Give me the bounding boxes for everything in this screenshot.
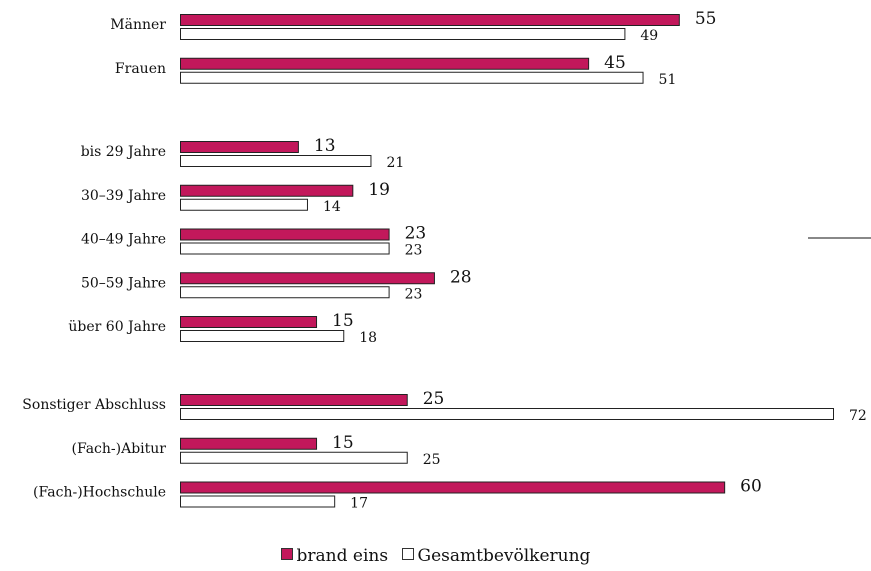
- value-label-gesamtbevoelkerung: 23: [405, 243, 423, 259]
- category-label: Männer: [110, 17, 166, 33]
- value-label-gesamtbevoelkerung: 21: [386, 155, 404, 171]
- category-label: Frauen: [115, 61, 166, 77]
- value-label-brand-eins: 19: [368, 180, 390, 200]
- bar-brand-eins: [180, 141, 299, 153]
- legend-swatch-brand: [280, 548, 293, 560]
- bar-gesamtbevoelkerung: [180, 495, 336, 508]
- value-label-brand-eins: 13: [314, 136, 336, 156]
- bar-gesamtbevoelkerung: [180, 71, 644, 84]
- bar-brand-eins: [180, 184, 354, 197]
- bar-gesamtbevoelkerung: [180, 286, 390, 299]
- legend-item-gesamt: Gesamtbevölkerung: [401, 546, 591, 566]
- bar-brand-eins: [180, 394, 408, 406]
- value-label-gesamtbevoelkerung: 25: [423, 452, 441, 468]
- category-labels: Männer Frauen bis 29 Jahre 30–39 Jahre 40–49…: [22, 17, 166, 501]
- bar-gesamtbevoelkerung: [180, 155, 372, 167]
- bar-brand-eins: [180, 57, 590, 70]
- value-label-gesamtbevoelkerung: 17: [350, 496, 368, 512]
- category-label: bis 29 Jahre: [81, 144, 166, 160]
- bar-brand-eins: [180, 481, 726, 494]
- bar-brand-eins: [180, 272, 435, 285]
- value-label-brand-eins: 45: [604, 53, 626, 73]
- value-label-gesamtbevoelkerung: 51: [659, 72, 677, 88]
- legend: brand eins Gesamtbevölkerung: [0, 546, 871, 566]
- value-label-brand-eins: 28: [450, 267, 472, 287]
- legend-label-brand: brand eins: [296, 546, 389, 566]
- category-label: über 60 Jahre: [68, 319, 166, 335]
- bar-gesamtbevoelkerung: [180, 408, 834, 420]
- legend-item-brand: brand eins: [280, 546, 389, 566]
- value-label-brand-eins: 23: [405, 224, 427, 244]
- value-label-brand-eins: 15: [332, 311, 354, 331]
- value-label-brand-eins: 60: [740, 477, 762, 497]
- category-label: Sonstiger Abschluss: [22, 397, 166, 413]
- bar-gesamtbevoelkerung: [180, 451, 408, 464]
- category-label: (Fach-)Hochschule: [33, 485, 166, 501]
- category-label: 30–39 Jahre: [81, 188, 166, 204]
- bar-chart: Männer Frauen bis 29 Jahre 30–39 Jahre 40–49…: [22, 9, 871, 512]
- bar-brand-eins: [180, 228, 390, 241]
- value-label-brand-eins: 15: [332, 433, 354, 453]
- bar-gesamtbevoelkerung: [180, 330, 345, 342]
- value-label-gesamtbevoelkerung: 18: [359, 330, 377, 346]
- category-label: 40–49 Jahre: [81, 232, 166, 248]
- value-label-gesamtbevoelkerung: 49: [640, 28, 658, 44]
- value-label-brand-eins: 55: [695, 9, 717, 29]
- bar-gesamtbevoelkerung: [180, 242, 390, 255]
- bar-brand-eins: [180, 14, 680, 26]
- value-label-gesamtbevoelkerung: 14: [323, 199, 341, 215]
- bar-brand-eins: [180, 316, 318, 328]
- bar-gesamtbevoelkerung: [180, 28, 626, 40]
- category-label: (Fach-)Abitur: [71, 441, 166, 457]
- category-label: 50–59 Jahre: [81, 275, 166, 291]
- legend-label-gesamt: Gesamtbevölkerung: [417, 546, 591, 566]
- legend-swatch-gesamt: [401, 548, 414, 560]
- bar-brand-eins: [180, 437, 318, 450]
- value-label-gesamtbevoelkerung: 23: [405, 286, 423, 302]
- bar-gesamtbevoelkerung: [180, 198, 308, 211]
- bars: [180, 14, 834, 508]
- value-label-gesamtbevoelkerung: 72: [849, 408, 867, 424]
- value-label-brand-eins: 25: [423, 389, 445, 409]
